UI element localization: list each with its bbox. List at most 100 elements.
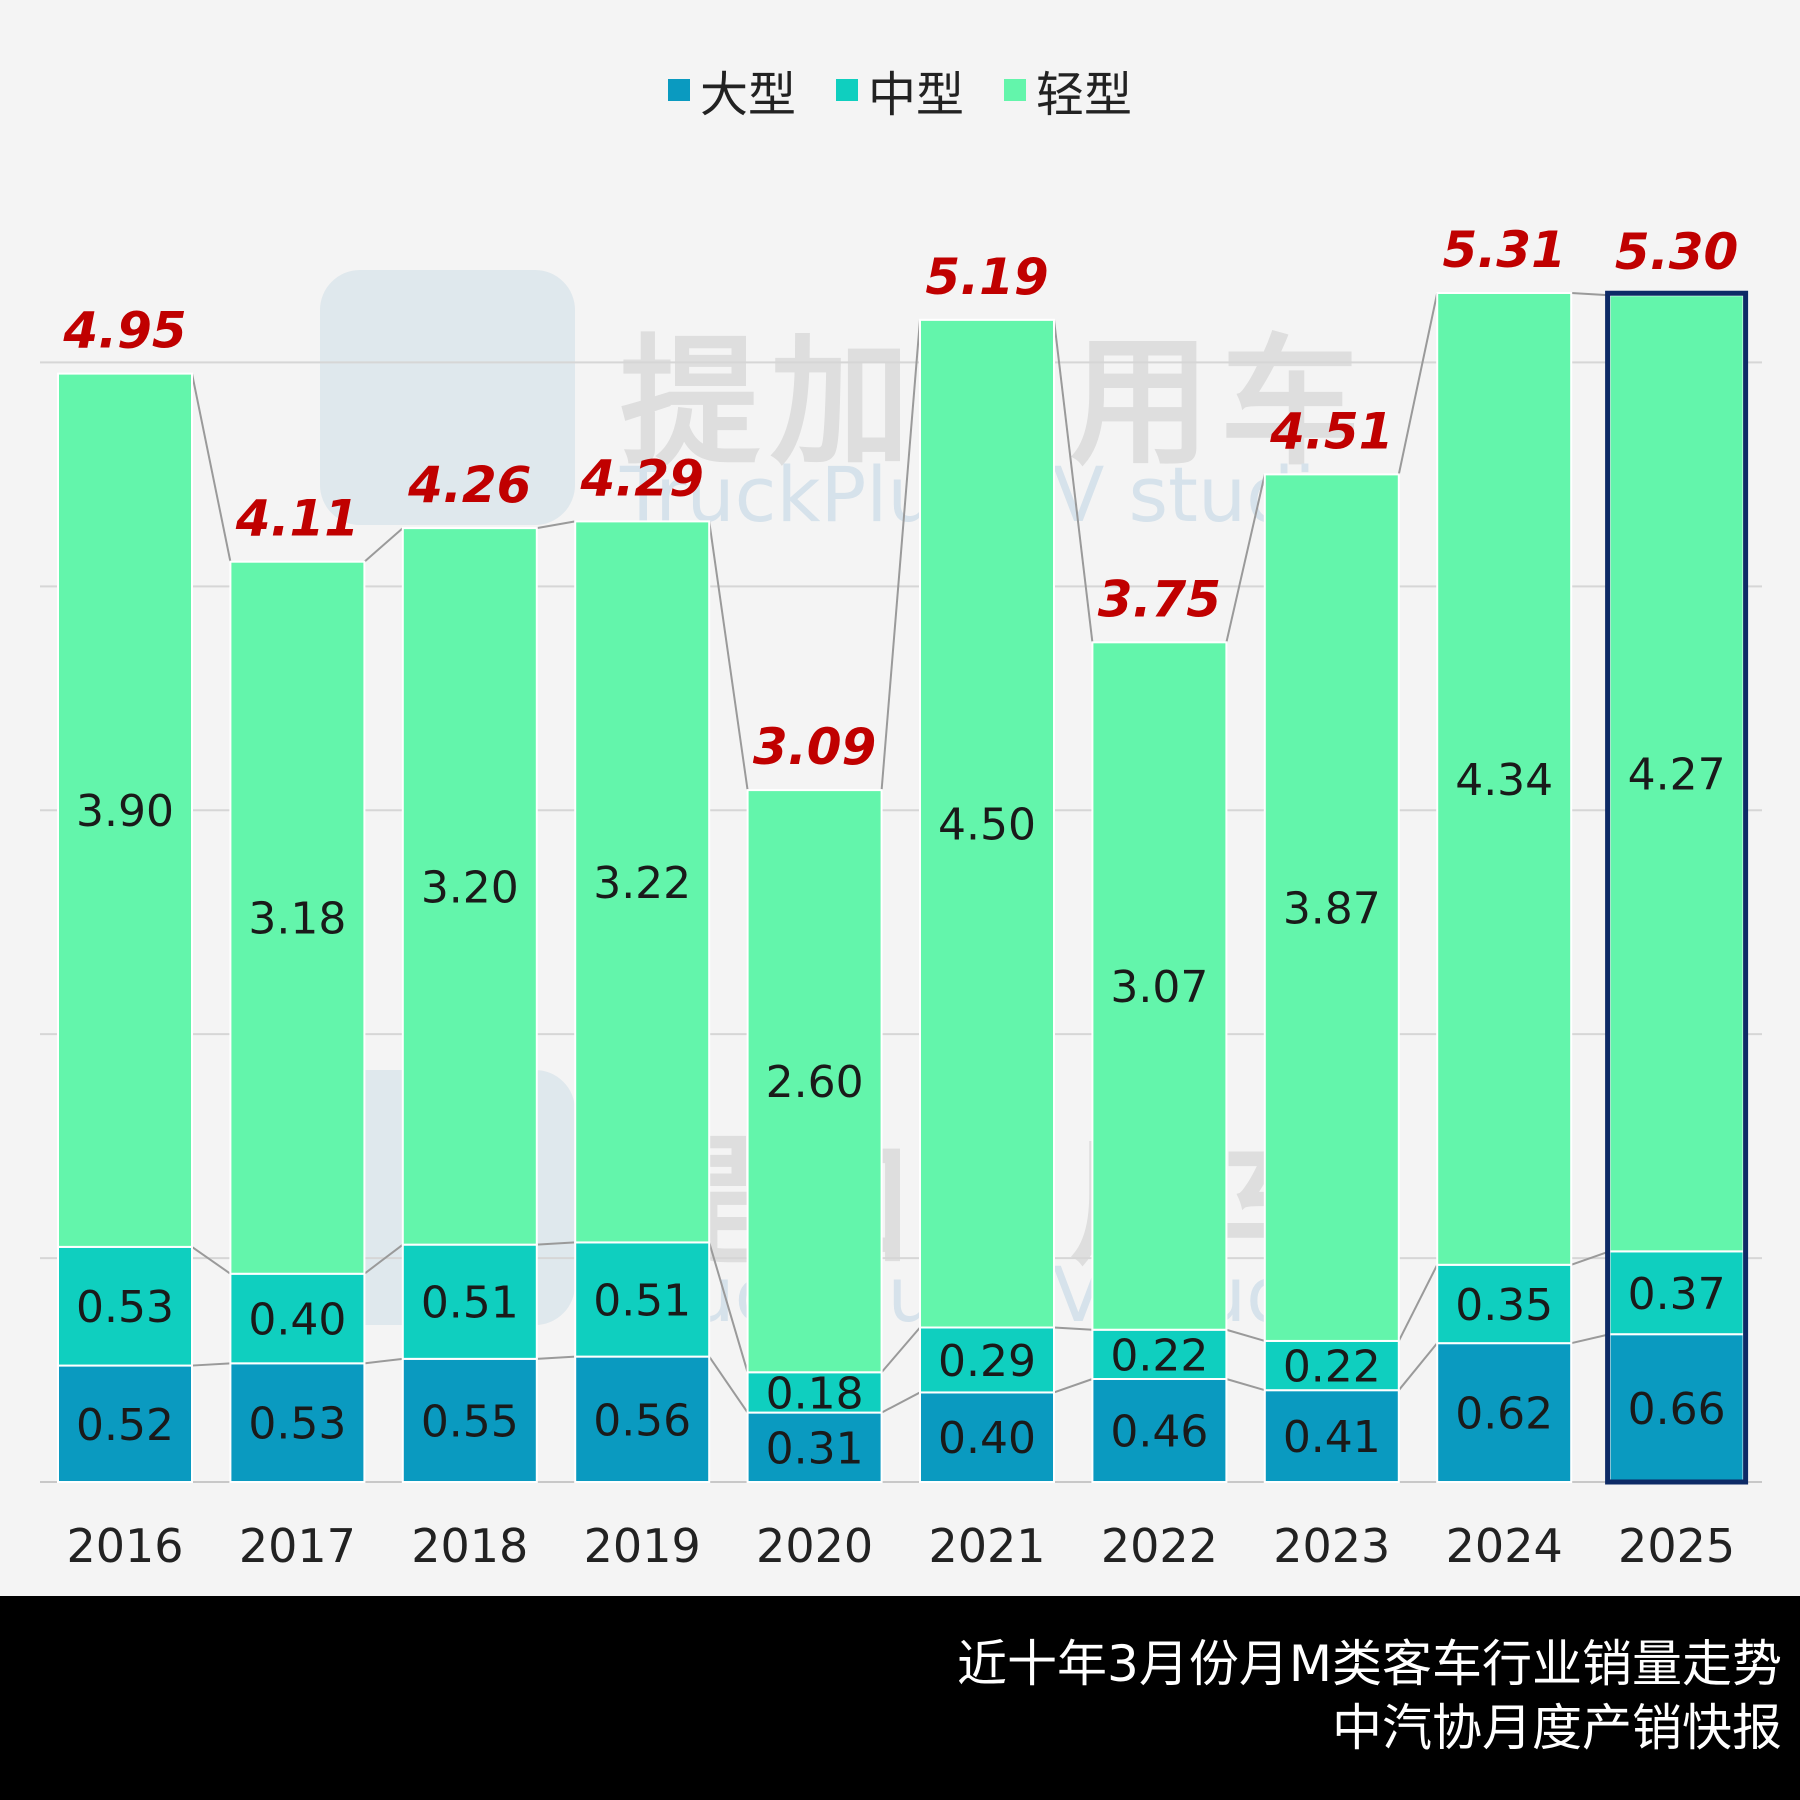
bar-segment-large bbox=[919, 1391, 1055, 1483]
connector-line bbox=[1570, 1333, 1610, 1345]
value-label-light: 3.07 bbox=[1110, 962, 1208, 1013]
bar-segment-light bbox=[574, 520, 711, 1244]
value-label-light: 4.50 bbox=[938, 800, 1036, 851]
value-label-medium: 0.22 bbox=[1283, 1342, 1381, 1393]
value-label-large: 0.56 bbox=[593, 1395, 691, 1446]
bar-segment-light bbox=[919, 318, 1055, 1329]
bar-segment-medium bbox=[574, 1241, 711, 1358]
bar-segment-light bbox=[229, 560, 366, 1275]
connector-line bbox=[1053, 1378, 1093, 1394]
x-tick-label: 2022 bbox=[1101, 1519, 1218, 1573]
bar-segment-medium bbox=[401, 1243, 538, 1360]
x-tick-label: 2017 bbox=[239, 1519, 356, 1573]
connector-line bbox=[1053, 1326, 1093, 1331]
bar-segment-light bbox=[746, 789, 883, 1374]
value-label-medium: 0.53 bbox=[76, 1282, 174, 1333]
connector-line bbox=[880, 319, 921, 791]
bar-segment-large bbox=[1263, 1389, 1400, 1483]
value-label-medium: 0.51 bbox=[421, 1278, 519, 1329]
bar-segment-large bbox=[401, 1357, 538, 1484]
connector-line bbox=[363, 527, 404, 563]
bar-segment-medium bbox=[1263, 1339, 1400, 1392]
bar-segment-large bbox=[229, 1362, 366, 1484]
legend-item-medium: 中型 bbox=[835, 55, 964, 125]
value-label-medium: 0.22 bbox=[1110, 1330, 1208, 1381]
bar-segment-large bbox=[746, 1411, 883, 1484]
value-label-medium: 0.18 bbox=[766, 1368, 864, 1419]
footer-source: 中汽协月度产销快报 bbox=[1332, 1699, 1782, 1757]
connector-line bbox=[708, 521, 749, 791]
legend-swatch-medium bbox=[835, 79, 858, 101]
bar-segment-light bbox=[1263, 473, 1400, 1342]
total-label: 4.95 bbox=[62, 302, 186, 360]
connector-line bbox=[191, 1246, 231, 1275]
legend-item-large: 大型 bbox=[667, 55, 796, 125]
value-label-light: 3.87 bbox=[1283, 884, 1381, 935]
x-tick-label: 2018 bbox=[411, 1519, 528, 1573]
connector-line bbox=[880, 1326, 921, 1373]
connector-line bbox=[364, 1357, 403, 1365]
bar-segment-light bbox=[57, 372, 193, 1248]
highlight-frame bbox=[1605, 290, 1749, 1485]
x-tick-label: 2019 bbox=[584, 1519, 701, 1573]
connector-line bbox=[1053, 319, 1094, 643]
connector-line bbox=[363, 1243, 404, 1275]
legend-swatch-light bbox=[1004, 79, 1026, 101]
legend-label-medium: 中型 bbox=[867, 67, 964, 123]
legend-item-light: 轻型 bbox=[1004, 55, 1132, 125]
value-label-medium: 0.37 bbox=[1628, 1269, 1726, 1320]
value-label-large: 0.62 bbox=[1455, 1389, 1553, 1440]
bar-segment-light bbox=[401, 527, 538, 1246]
value-label-medium: 0.40 bbox=[248, 1295, 346, 1346]
connector-line bbox=[881, 1391, 921, 1414]
total-label: 4.51 bbox=[1269, 402, 1393, 460]
value-label-light: 3.22 bbox=[593, 858, 691, 909]
connector-line bbox=[191, 1362, 231, 1367]
bar-segment-medium bbox=[1436, 1263, 1573, 1345]
value-label-large: 0.31 bbox=[766, 1423, 864, 1474]
connector-line bbox=[1226, 1328, 1266, 1342]
total-label: 4.29 bbox=[580, 449, 704, 507]
connector-line bbox=[191, 373, 232, 562]
total-label: 3.09 bbox=[753, 718, 876, 776]
value-label-large: 0.55 bbox=[421, 1396, 519, 1447]
total-label: 5.30 bbox=[1615, 223, 1738, 281]
connector-line bbox=[1398, 1342, 1438, 1391]
bar-segment-large bbox=[1436, 1342, 1573, 1484]
bar-segment-large bbox=[1091, 1377, 1228, 1484]
connector-line bbox=[1225, 474, 1266, 643]
connector-line bbox=[708, 1242, 749, 1373]
legend-label-light: 轻型 bbox=[1036, 67, 1133, 123]
connector-line bbox=[1397, 292, 1439, 475]
value-label-large: 0.41 bbox=[1283, 1412, 1381, 1463]
x-tick-label: 2025 bbox=[1618, 1519, 1735, 1573]
x-tick-label: 2020 bbox=[756, 1519, 873, 1573]
value-label-light: 4.27 bbox=[1628, 749, 1726, 800]
value-label-medium: 0.51 bbox=[593, 1276, 691, 1327]
footer-caption: 近十年3月份月M类客车行业销量走势 中汽协月度产销快报 bbox=[0, 1596, 1800, 1800]
connector-line bbox=[536, 1355, 576, 1360]
chart: 提加商用车 TruckPlus CV studio 提加商用车 TruckPlu… bbox=[40, 55, 1762, 1573]
connector-line bbox=[1397, 1264, 1439, 1342]
value-label-light: 4.34 bbox=[1455, 755, 1553, 806]
total-label: 4.26 bbox=[407, 456, 531, 514]
bar-segment-medium bbox=[57, 1245, 193, 1367]
connector-line bbox=[1571, 292, 1610, 297]
footer-title: 近十年3月份月M类客车行业销量走势 bbox=[957, 1635, 1782, 1693]
connector-line bbox=[536, 520, 576, 530]
legend-swatch-large bbox=[667, 79, 690, 101]
total-label: 5.19 bbox=[925, 248, 1048, 306]
value-label-large: 0.52 bbox=[76, 1400, 174, 1451]
total-label: 4.11 bbox=[235, 490, 359, 548]
value-label-medium: 0.35 bbox=[1455, 1280, 1553, 1331]
value-label-medium: 0.29 bbox=[938, 1336, 1036, 1387]
value-label-large: 0.46 bbox=[1110, 1406, 1208, 1457]
connector-line bbox=[708, 1356, 749, 1414]
bar-segment-medium bbox=[746, 1371, 883, 1414]
chart-plot: 0.52 0.53 3.90 4.95 2016 0.53 0.40 3.18 4.11 2017… bbox=[40, 221, 1762, 1573]
total-label: 5.31 bbox=[1443, 221, 1566, 279]
value-label-large: 0.66 bbox=[1628, 1384, 1726, 1435]
x-tick-label: 2023 bbox=[1273, 1519, 1390, 1573]
bar-segment-light bbox=[1608, 294, 1745, 1253]
value-label-light: 3.90 bbox=[76, 786, 174, 837]
